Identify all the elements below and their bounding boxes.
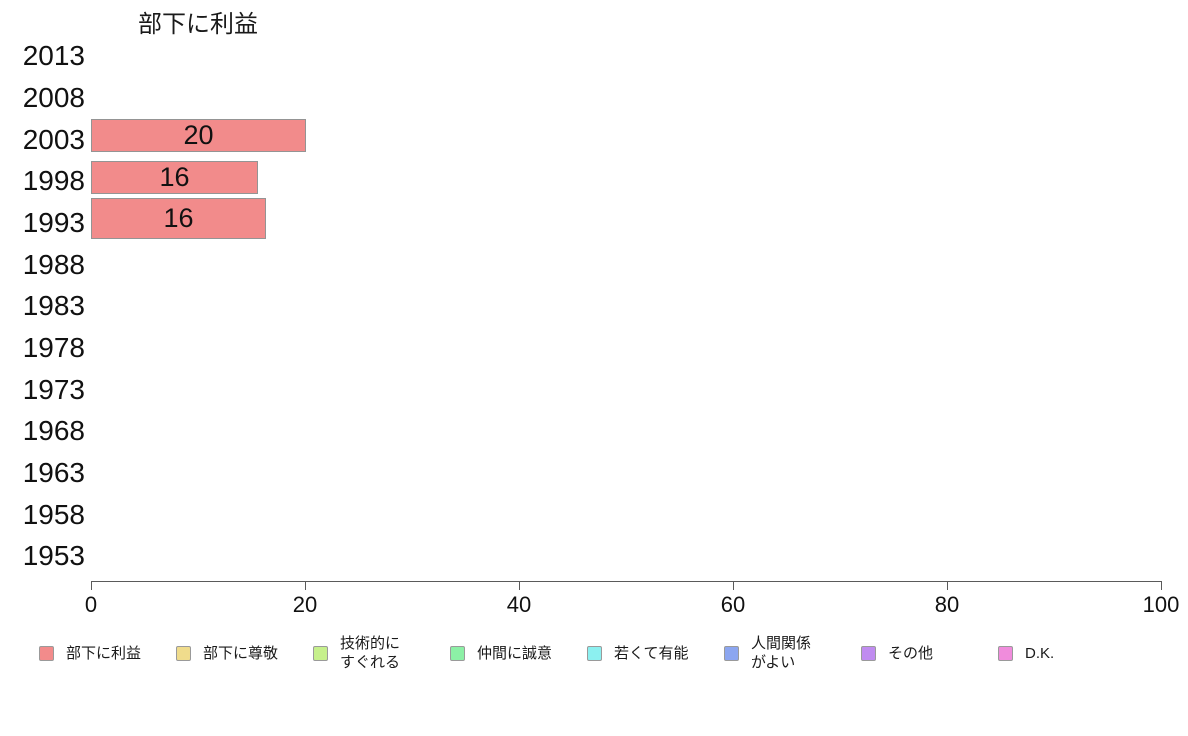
y-axis-label-1953: 1953 [22, 540, 85, 572]
y-axis-label-1998: 1998 [22, 165, 85, 197]
y-axis-label-1988: 1988 [22, 248, 85, 280]
legend-item-6[interactable]: 人間関係 がよい [724, 634, 861, 672]
legend-item-label: 技術的に すぐれる [340, 635, 401, 671]
legend-item-label: 部下に利益 [66, 644, 142, 662]
x-axis-tick-label-20: 20 [292, 592, 318, 617]
legend: 部下に利益 部下に尊敬 技術的に すぐれる 仲間に誠意 若くて有能 人間関係 がよい その他… [39, 629, 1135, 677]
legend-item-8[interactable]: D.K. [998, 644, 1135, 663]
legend-swatch-icon [724, 645, 739, 661]
y-axis-label-2013: 2013 [22, 40, 85, 72]
legend-item-label: 部下に尊敬 [203, 644, 279, 662]
bar-2003[interactable]: 20 [91, 118, 306, 152]
legend-swatch-icon [176, 645, 191, 661]
legend-item-1[interactable]: 部下に利益 [39, 644, 176, 663]
x-axis-line [91, 581, 1161, 582]
x-axis-tick-100 [1161, 581, 1162, 590]
bar-1998[interactable]: 16 [91, 160, 258, 194]
y-axis-label-1983: 1983 [22, 290, 85, 322]
y-axis-label-1993: 1993 [22, 206, 85, 238]
legend-item-4[interactable]: 仲間に誠意 [450, 644, 587, 663]
x-axis-tick-label-80: 80 [934, 592, 960, 617]
legend-swatch-icon [39, 645, 54, 661]
x-axis-tick-label-40: 40 [506, 592, 532, 617]
legend-swatch-icon [450, 645, 465, 661]
legend-item-label: D.K. [1025, 644, 1055, 662]
legend-item-2[interactable]: 部下に尊敬 [176, 644, 313, 663]
bar-1993[interactable]: 16 [91, 198, 266, 240]
legend-item-7[interactable]: その他 [861, 644, 998, 663]
legend-item-label: 人間関係 がよい [751, 635, 812, 671]
y-axis-label-2008: 2008 [22, 81, 85, 113]
legend-item-3[interactable]: 技術的に すぐれる [313, 634, 450, 672]
y-axis-label-2003: 2003 [22, 123, 85, 155]
x-axis-tick-80 [947, 581, 948, 590]
y-axis-label-1978: 1978 [22, 331, 85, 363]
x-axis-tick-label-60: 60 [720, 592, 746, 617]
legend-swatch-icon [587, 645, 602, 661]
legend-swatch-icon [998, 645, 1013, 661]
x-axis-tick-label-100: 100 [1142, 592, 1180, 617]
bar-value-label: 16 [159, 161, 190, 192]
bar-value-label: 20 [183, 119, 214, 150]
x-axis-tick-20 [305, 581, 306, 590]
y-axis-label-1958: 1958 [22, 498, 85, 530]
x-axis-tick-60 [733, 581, 734, 590]
legend-item-label: 若くて有能 [614, 644, 689, 662]
chart-title: 部下に利益 [138, 11, 258, 38]
x-axis-tick-0 [91, 581, 92, 590]
x-axis-tick-label-0: 0 [84, 592, 98, 617]
legend-swatch-icon [313, 645, 328, 661]
legend-item-label: その他 [888, 644, 934, 662]
x-axis-tick-40 [519, 581, 520, 590]
legend-swatch-icon [861, 645, 876, 661]
y-axis-label-1973: 1973 [22, 373, 85, 405]
y-axis-label-1968: 1968 [22, 415, 85, 447]
bar-value-label: 16 [163, 203, 194, 234]
legend-item-label: 仲間に誠意 [477, 644, 553, 662]
y-axis-label-1963: 1963 [22, 456, 85, 488]
legend-item-5[interactable]: 若くて有能 [587, 644, 724, 663]
